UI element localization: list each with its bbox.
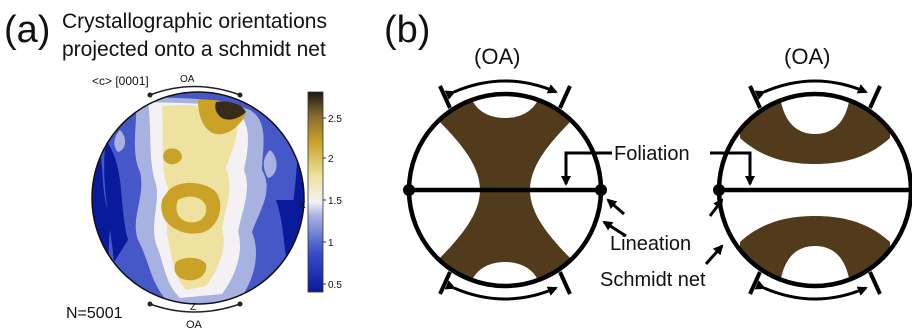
colorbar-tick-label: 2: [328, 154, 334, 165]
lineation-arrow-right: [708, 198, 724, 217]
oa-tick-right-top-2: [868, 85, 882, 109]
lineation-point-left-w: [403, 184, 415, 196]
lineation-label: Lineation: [610, 233, 691, 255]
oa-tick-right-top-1: [748, 85, 762, 109]
schmidt-net-arrow-right: [704, 244, 724, 265]
oa-right-label: (OA): [784, 44, 830, 69]
foliation-label: Foliation: [614, 143, 690, 165]
oa-tick-left-top-2: [558, 85, 572, 109]
oa-arrow-right-top: [754, 79, 868, 100]
oa-bottom-arc: [149, 303, 241, 313]
c-axis-label: <c> [0001]: [92, 74, 149, 88]
oa-top-tick-right: [237, 92, 243, 98]
oa-top-label: OA: [180, 74, 195, 85]
oa-left-label: (OA): [474, 44, 520, 69]
n-label: N=5001: [66, 305, 123, 322]
oa-bottom-tick-right: [237, 301, 243, 307]
colorbar-tick-label: 1: [328, 238, 334, 249]
gap-top-right: [780, 96, 850, 134]
lineation-point-left-e: [595, 184, 607, 196]
pole-figure: [92, 92, 304, 304]
panel-a-title-line2: projected onto a schmidt net: [62, 38, 326, 61]
colorbar-ticks: 2.5 2 1.5 1 0.5: [323, 114, 342, 291]
oa-tick-left-bot-2: [558, 271, 572, 295]
colorbar: [307, 91, 324, 293]
lineation-point-right-w: [713, 184, 725, 196]
foliation-arrow-left: [561, 151, 612, 186]
oa-arrow-left-bottom: [444, 280, 558, 301]
z-axis-label: Z: [190, 302, 196, 313]
panel-b-label: (b): [384, 9, 430, 51]
oa-tick-right-bot-1: [748, 271, 762, 295]
panel-a: (a) Crystallographic orientations projec…: [4, 9, 342, 331]
colorbar-tick-label: 2.5: [328, 114, 342, 125]
gap-bottom-right: [780, 246, 850, 284]
schmidt-net-label: Schmidt net: [600, 269, 706, 291]
oa-tick-left-bot-1: [438, 271, 452, 295]
gap-bottom-left: [470, 262, 540, 286]
colorbar-tick-label: 0.5: [328, 280, 342, 291]
x-axis-label: X: [299, 200, 306, 211]
schmidt-net-arrow-left: [602, 220, 627, 238]
gap-top-left: [470, 94, 540, 118]
oa-bottom-label: OA: [186, 319, 203, 331]
oa-bottom-tick-left: [147, 301, 153, 307]
foliation-arrow-right: [710, 151, 755, 186]
oa-tick-right-bot-2: [868, 271, 882, 295]
schematic-net-left: [403, 79, 607, 301]
oa-tick-left-top-1: [438, 85, 452, 109]
colorbar-tick-label: 1.5: [328, 196, 342, 207]
lineation-arrow-left: [606, 198, 625, 216]
oa-top-tick-left: [147, 92, 153, 98]
oa-arrow-right-bottom: [754, 280, 868, 301]
pole-figure-outline: [91, 91, 305, 305]
panel-a-label: (a): [4, 9, 50, 51]
panel-b: (b) (OA) (OA): [384, 9, 912, 301]
oa-arrow-left-top: [444, 79, 558, 100]
oa-top-arc: [149, 85, 241, 96]
panel-a-title-line1: Crystallographic orientations: [62, 10, 327, 33]
schematic-net-right: [713, 79, 912, 301]
